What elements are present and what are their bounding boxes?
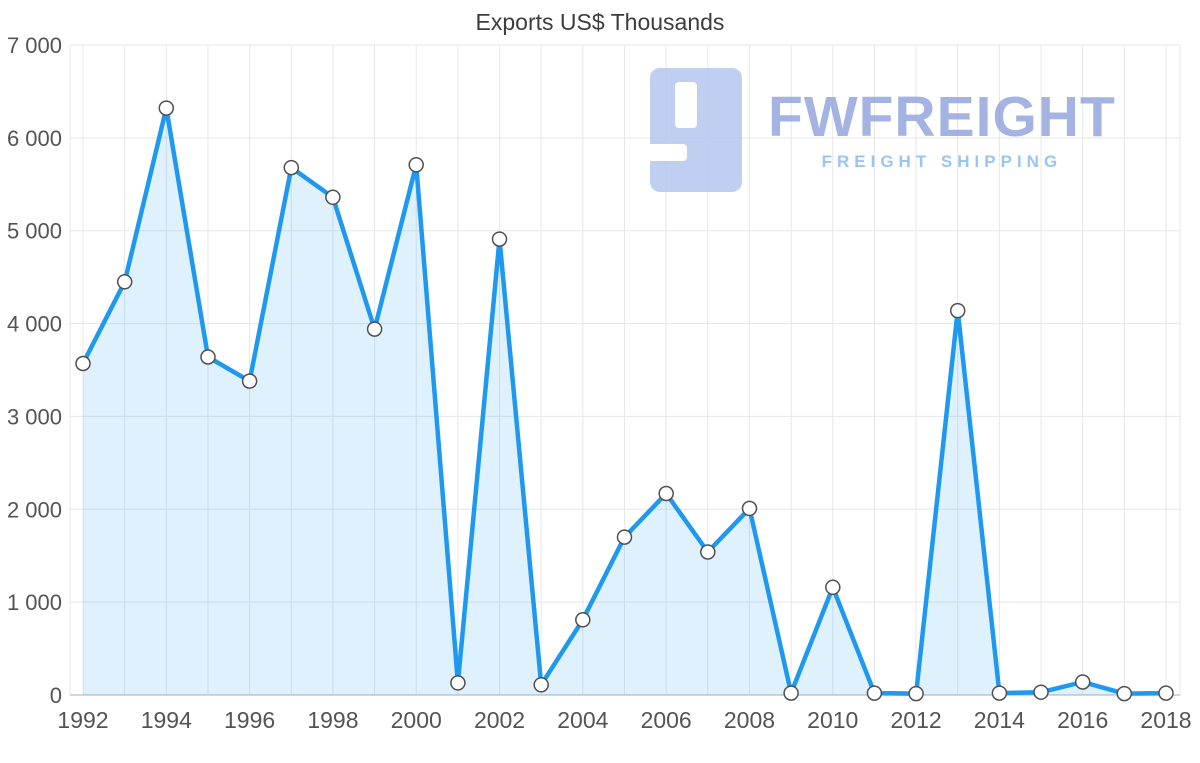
x-tick-label: 1994: [141, 707, 192, 733]
y-tick-label: 4 000: [7, 312, 62, 337]
chart-title: Exports US$ Thousands: [475, 9, 725, 35]
data-point-marker: [283, 159, 300, 176]
x-tick-label: 1996: [224, 707, 275, 733]
data-point-marker: [325, 189, 341, 206]
x-tick-label: 1992: [57, 707, 108, 733]
data-point-marker: [575, 612, 591, 628]
series-area-fill: [83, 108, 1166, 696]
data-point-marker: [75, 355, 91, 372]
y-tick-label: 5 000: [7, 219, 62, 244]
x-tick-label: 2016: [1057, 707, 1108, 733]
y-tick-label: 7 000: [7, 33, 62, 58]
data-point-marker: [866, 685, 883, 701]
data-point-marker: [408, 157, 424, 173]
x-tick-label: 2014: [974, 707, 1025, 733]
data-point-marker: [1158, 685, 1174, 701]
y-tick-label: 2 000: [7, 497, 62, 522]
data-point-marker: [200, 349, 216, 365]
data-point-marker: [658, 485, 674, 502]
y-tick-label: 3 000: [7, 404, 62, 429]
data-point-marker: [491, 231, 508, 247]
y-tick-label: 0: [50, 683, 62, 708]
data-point-marker: [533, 677, 549, 693]
x-tick-label: 2004: [557, 707, 608, 733]
y-tick-label: 1 000: [7, 590, 62, 615]
data-point-marker: [700, 544, 716, 560]
data-point-marker: [825, 579, 841, 596]
x-tick-label: 2018: [1140, 707, 1191, 733]
x-tick-label: 2012: [890, 707, 941, 733]
data-point-marker: [1074, 674, 1091, 690]
data-point-marker: [908, 685, 924, 702]
data-point-marker: [616, 529, 633, 545]
x-tick-label: 2010: [807, 707, 858, 733]
data-point-marker: [158, 100, 175, 116]
data-point-marker: [949, 302, 966, 319]
data-point-marker: [366, 321, 383, 337]
data-point-marker: [241, 373, 258, 389]
x-tick-label: 2006: [641, 707, 692, 733]
data-point-marker: [116, 274, 133, 290]
x-tick-label: 2008: [724, 707, 775, 733]
data-point-marker: [1033, 684, 1049, 700]
x-tick-label: 1998: [307, 707, 358, 733]
data-point-marker: [783, 685, 799, 701]
x-tick-label: 2002: [474, 707, 525, 733]
data-point-marker: [741, 500, 758, 517]
data-point-marker: [450, 675, 466, 691]
y-tick-label: 6 000: [7, 126, 62, 151]
data-point-marker: [991, 685, 1008, 701]
data-point-marker: [1116, 685, 1133, 702]
x-tick-label: 2000: [391, 707, 442, 733]
